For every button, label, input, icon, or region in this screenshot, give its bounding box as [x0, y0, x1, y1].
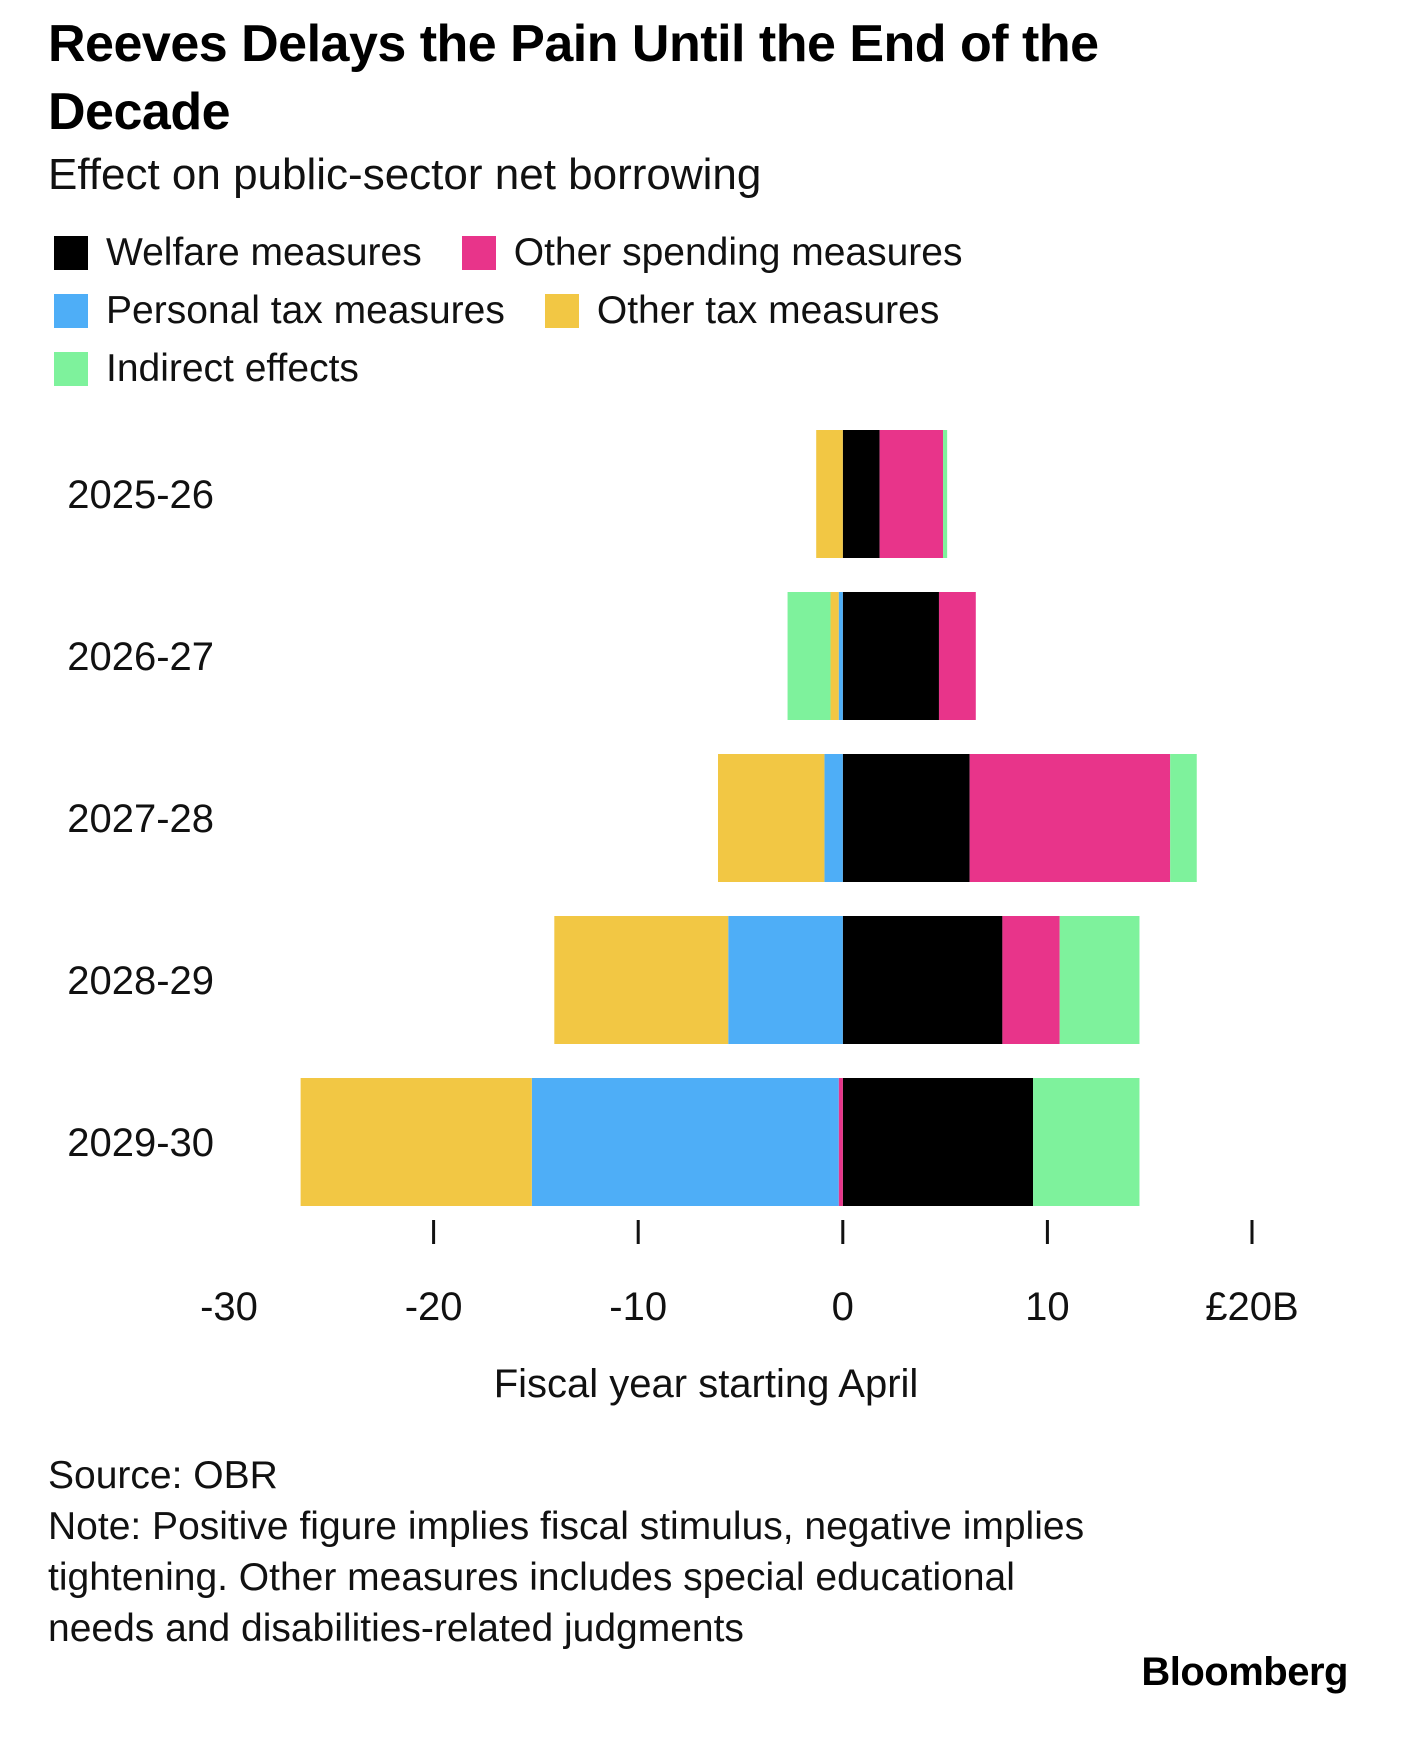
- source-note: Source: OBR: [48, 1454, 278, 1497]
- category-label: 2027-28: [67, 797, 214, 841]
- legend-swatch: [54, 352, 88, 386]
- legend-label: Other spending measures: [513, 231, 963, 274]
- legend-swatch: [544, 294, 579, 328]
- legend-item-other-tax: Other tax measures: [544, 282, 940, 340]
- bloomberg-logo: Bloomberg: [1141, 1650, 1348, 1694]
- category-label: 2026-27: [67, 635, 214, 679]
- bar-segment: [1170, 754, 1197, 882]
- bar-segment: [300, 1078, 532, 1206]
- legend: Welfare measures Other spending measures…: [54, 224, 1154, 398]
- bar-segment: [816, 430, 843, 558]
- chart-title: Reeves Delays the Pain Until the End of …: [48, 15, 1099, 141]
- legend-label: Indirect effects: [106, 347, 359, 390]
- bar-segment: [842, 592, 939, 720]
- category-label: 2029-30: [67, 1121, 214, 1165]
- bar-segment: [938, 592, 976, 720]
- bar-segment: [824, 754, 843, 882]
- bar-segment: [728, 916, 843, 1044]
- legend-row: Welfare measures Other spending measures: [54, 224, 1154, 282]
- bar-segment: [531, 1078, 839, 1206]
- x-axis-title: Fiscal year starting April: [493, 1362, 919, 1406]
- x-tick-label: -10: [609, 1285, 667, 1329]
- category-label: 2028-29: [67, 959, 214, 1003]
- legend-row: Personal tax measures Other tax measures: [54, 282, 1154, 340]
- legend-item-welfare: Welfare measures: [54, 224, 422, 282]
- bar-segment: [842, 1078, 1034, 1206]
- x-tick-label: 0: [832, 1285, 854, 1329]
- bar-segment: [787, 592, 831, 720]
- legend-label: Other tax measures: [596, 289, 940, 332]
- bar-segment: [830, 592, 839, 720]
- legend-swatch: [54, 294, 88, 328]
- x-tick-label: 10: [1025, 1285, 1070, 1329]
- legend-item-personal-tax: Personal tax measures: [54, 282, 505, 340]
- bar-segment: [842, 754, 970, 882]
- bar-segment: [554, 916, 729, 1044]
- bar-segment: [1002, 916, 1060, 1044]
- bar-segment: [1033, 1078, 1140, 1206]
- bar-segment: [842, 430, 880, 558]
- bar-segment: [842, 916, 1003, 1044]
- x-tick-label: -30: [200, 1285, 258, 1329]
- bar-segment: [717, 754, 825, 882]
- x-tick-label: £20B: [1205, 1285, 1298, 1329]
- bar-segment: [943, 430, 948, 558]
- x-tick-label: -20: [405, 1285, 463, 1329]
- legend-label: Personal tax measures: [106, 289, 505, 332]
- legend-item-indirect-effects: Indirect effects: [54, 340, 359, 398]
- category-label: 2025-26: [67, 473, 214, 517]
- bar-segment: [1059, 916, 1140, 1044]
- legend-swatch: [461, 236, 496, 270]
- stacked-bar-chart: 2025-26 2026-27 2027-28 2028-29 2029-30 -30 -2…: [67, 430, 1299, 1329]
- bar-segment: [838, 592, 843, 720]
- bar-segment: [879, 430, 944, 558]
- chart-subtitle: Effect on public-sector net borrowing: [48, 150, 762, 199]
- legend-row: Indirect effects: [54, 340, 1154, 398]
- legend-swatch: [54, 236, 88, 270]
- bar-segment: [838, 1078, 843, 1206]
- bar-segment: [969, 754, 1171, 882]
- chart-note: Note: Positive figure implies fiscal sti…: [48, 1505, 1085, 1650]
- legend-item-other-spending: Other spending measures: [461, 224, 963, 282]
- legend-label: Welfare measures: [106, 231, 422, 274]
- footer: Source: OBR Note: Positive figure implie…: [48, 1450, 1098, 1654]
